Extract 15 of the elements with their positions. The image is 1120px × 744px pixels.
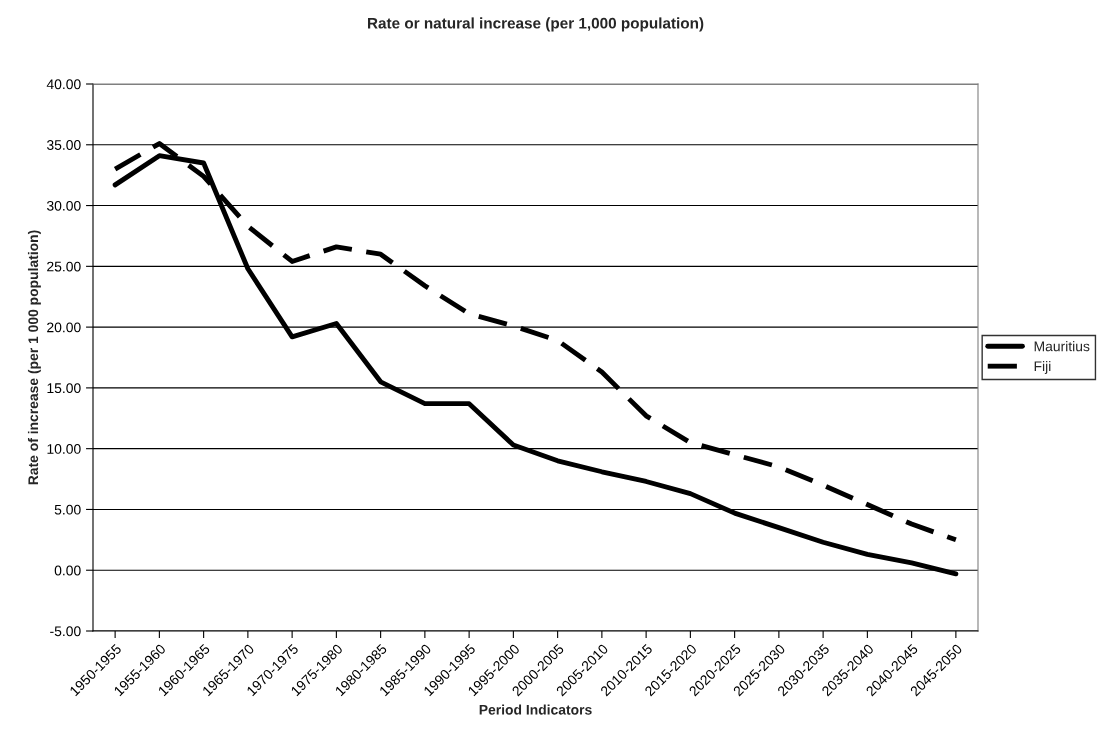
y-tick-label: -5.00 (50, 626, 81, 637)
chart-title: Rate or natural increase (per 1,000 population) (368, 17, 704, 32)
x-axis-title: Period Indicators (479, 704, 592, 715)
y-tick-label: 5.00 (54, 504, 81, 515)
y-tick-label: 40.00 (46, 79, 81, 90)
y-tick-label: 10.00 (47, 444, 81, 454)
legend-label: Mauritius (1034, 341, 1090, 352)
y-tick-label: 25.00 (47, 261, 81, 272)
y-tick-label: 15.00 (47, 383, 81, 394)
y-tick-label: 30.00 (46, 200, 81, 211)
y-axis-title: Rate of increase (per 1 000 population) (27, 230, 41, 485)
y-tick-label: 35.00 (46, 140, 81, 150)
legend-label: Fiji (1034, 360, 1051, 374)
y-tick-label: 0.00 (54, 565, 81, 576)
y-tick-label: 20.00 (47, 322, 81, 333)
